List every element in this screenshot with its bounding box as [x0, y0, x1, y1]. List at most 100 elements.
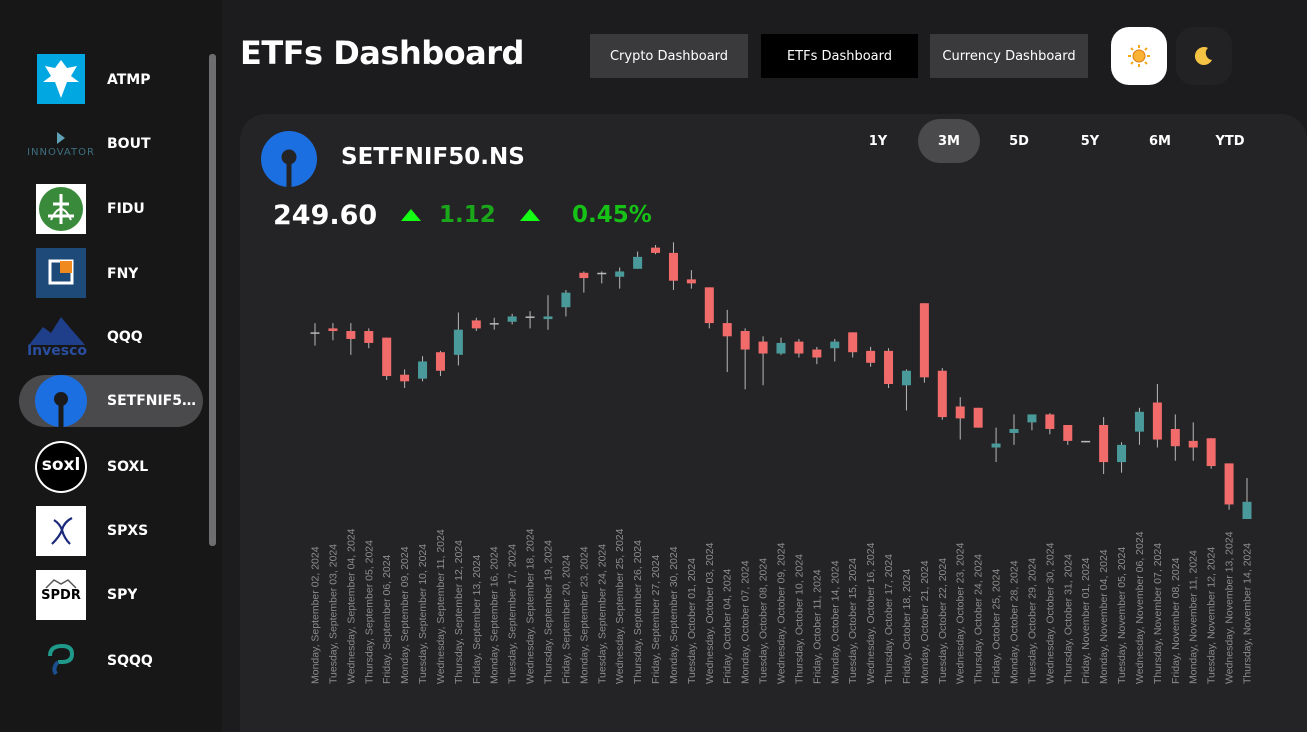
candle-body[interactable] — [310, 332, 320, 334]
moon-icon — [1194, 47, 1212, 66]
candle-body[interactable] — [1063, 425, 1073, 441]
candle-body[interactable] — [579, 272, 589, 279]
candle-body[interactable] — [937, 370, 947, 418]
sidebar: ATMP INNOVATOR BOUT FIDU FNY Invesco QQQ… — [0, 0, 222, 732]
x-tick-label: Monday, September 16, 2024 — [489, 546, 501, 684]
etfs-dashboard-button[interactable]: ETFs Dashboard — [761, 34, 918, 78]
candle-body[interactable] — [1134, 411, 1144, 432]
x-tick-label: Monday, September 09, 2024 — [399, 546, 411, 684]
candle-body[interactable] — [722, 323, 732, 337]
candle-body[interactable] — [400, 374, 410, 382]
candle-body[interactable] — [1170, 428, 1180, 447]
candle-body[interactable] — [615, 271, 625, 277]
candle-body[interactable] — [1117, 444, 1127, 463]
x-tick-label: Wednesday, September 18, 2024 — [525, 528, 537, 684]
candle-body[interactable] — [435, 352, 445, 371]
candle-body[interactable] — [1009, 428, 1019, 433]
candle-body[interactable] — [740, 331, 750, 350]
candle-body[interactable] — [812, 349, 822, 358]
x-tick-label: Tuesday, September 17, 2024 — [507, 544, 519, 684]
candle-body[interactable] — [1224, 463, 1234, 505]
x-tick-label: Friday, September 27, 2024 — [650, 554, 662, 684]
candle-body[interactable] — [1027, 414, 1037, 423]
x-tick-label: Wednesday, November 13, 2024 — [1224, 531, 1236, 684]
candle-body[interactable] — [1045, 414, 1055, 429]
x-tick-label: Tuesday, October 15, 2024 — [847, 558, 859, 684]
candle-body[interactable] — [1152, 402, 1162, 440]
sidebar-item-fidu[interactable]: FIDU — [19, 183, 203, 235]
x-tick-label: Wednesday, November 06, 2024 — [1134, 531, 1146, 684]
candle-body[interactable] — [758, 341, 768, 354]
x-tick-label: Tuesday, September 10, 2024 — [417, 544, 429, 684]
candle-body[interactable] — [830, 341, 840, 349]
candle-body[interactable] — [973, 407, 983, 428]
candle-body[interactable] — [884, 350, 894, 384]
candle-body[interactable] — [507, 316, 517, 322]
candle-body[interactable] — [633, 256, 643, 269]
crypto-dashboard-button[interactable]: Crypto Dashboard — [590, 34, 748, 78]
sidebar-scrollbar[interactable] — [209, 54, 216, 546]
candle-body[interactable] — [453, 329, 463, 355]
candle-body[interactable] — [866, 350, 876, 363]
candle-body[interactable] — [776, 342, 786, 354]
candle-body[interactable] — [1206, 438, 1216, 467]
candle-body[interactable] — [1099, 425, 1109, 463]
sidebar-item-sqqq[interactable]: SQQQ — [19, 634, 203, 686]
range-button-5y[interactable]: 5Y — [1080, 133, 1100, 149]
sidebar-item-soxl[interactable]: soxl SOXL — [19, 441, 203, 493]
sidebar-item-spxs[interactable]: SPXS — [19, 505, 203, 557]
range-button-6m[interactable]: 6M — [1149, 133, 1171, 149]
candle-body[interactable] — [668, 252, 678, 281]
sidebar-item-fny[interactable]: FNY — [19, 247, 203, 299]
candle-body[interactable] — [597, 272, 607, 275]
sidebar-item-qqq[interactable]: Invesco QQQ — [19, 311, 203, 363]
sbi-logo — [35, 375, 87, 427]
candle-body[interactable] — [991, 443, 1001, 448]
sbi-logo — [261, 131, 317, 187]
sidebar-item-atmp[interactable]: ATMP — [19, 53, 203, 105]
currency-dashboard-button[interactable]: Currency Dashboard — [930, 34, 1088, 78]
candle-body[interactable] — [471, 320, 481, 329]
x-tick-label: Thursday, September 26, 2024 — [632, 540, 644, 684]
asset-name: SETFNIF50.NS — [341, 144, 525, 170]
x-tick-label: Tuesday, November 05, 2024 — [1116, 547, 1128, 684]
x-tick-label: Wednesday, October 09, 2024 — [776, 542, 788, 684]
candle-body[interactable] — [328, 328, 338, 332]
candle-body[interactable] — [955, 406, 965, 419]
innovator-logo-text: INNOVATOR — [27, 146, 95, 158]
candle-body[interactable] — [489, 323, 499, 325]
candle-body[interactable] — [561, 292, 571, 308]
candle-body[interactable] — [704, 287, 714, 324]
range-button-ytd[interactable]: YTD — [1215, 133, 1245, 149]
sidebar-item-bout[interactable]: INNOVATOR BOUT — [19, 118, 203, 170]
x-tick-label: Friday, October 25, 2024 — [991, 568, 1003, 684]
candle-body[interactable] — [418, 361, 428, 379]
x-tick-label: Thursday, October 17, 2024 — [883, 554, 895, 684]
candle-body[interactable] — [901, 370, 911, 386]
candle-body[interactable] — [794, 341, 804, 354]
range-button-1y[interactable]: 1Y — [868, 133, 888, 149]
candle-body[interactable] — [651, 247, 661, 253]
candle-body[interactable] — [364, 331, 374, 343]
candle-body[interactable] — [346, 331, 356, 339]
range-button-3m[interactable]: 3M — [918, 119, 980, 163]
candle-body[interactable] — [848, 332, 858, 353]
x-tick-label: Tuesday, October 22, 2024 — [937, 558, 949, 684]
x-tick-label: Thursday, September 12, 2024 — [453, 540, 465, 684]
candle-body[interactable] — [382, 337, 392, 377]
candle-body[interactable] — [686, 279, 696, 284]
candle-body[interactable] — [1242, 501, 1252, 519]
x-tick-label: Friday, September 20, 2024 — [560, 554, 572, 684]
candle-body[interactable] — [543, 316, 553, 320]
candle-body[interactable] — [1188, 440, 1198, 448]
range-button-5d[interactable]: 5D — [1009, 133, 1029, 149]
sidebar-item-setfnif50[interactable]: SETFNIF50... — [19, 375, 203, 427]
light-theme-button[interactable] — [1111, 27, 1167, 85]
soxl-logo: soxl — [35, 441, 87, 493]
sidebar-item-spy[interactable]: SPDR SPY — [19, 569, 203, 621]
candle-body[interactable] — [1081, 440, 1091, 443]
candle-body[interactable] — [919, 303, 929, 378]
dark-theme-button[interactable] — [1176, 27, 1232, 85]
innovator-logo: INNOVATOR — [21, 118, 101, 170]
candle-body[interactable] — [525, 316, 535, 318]
